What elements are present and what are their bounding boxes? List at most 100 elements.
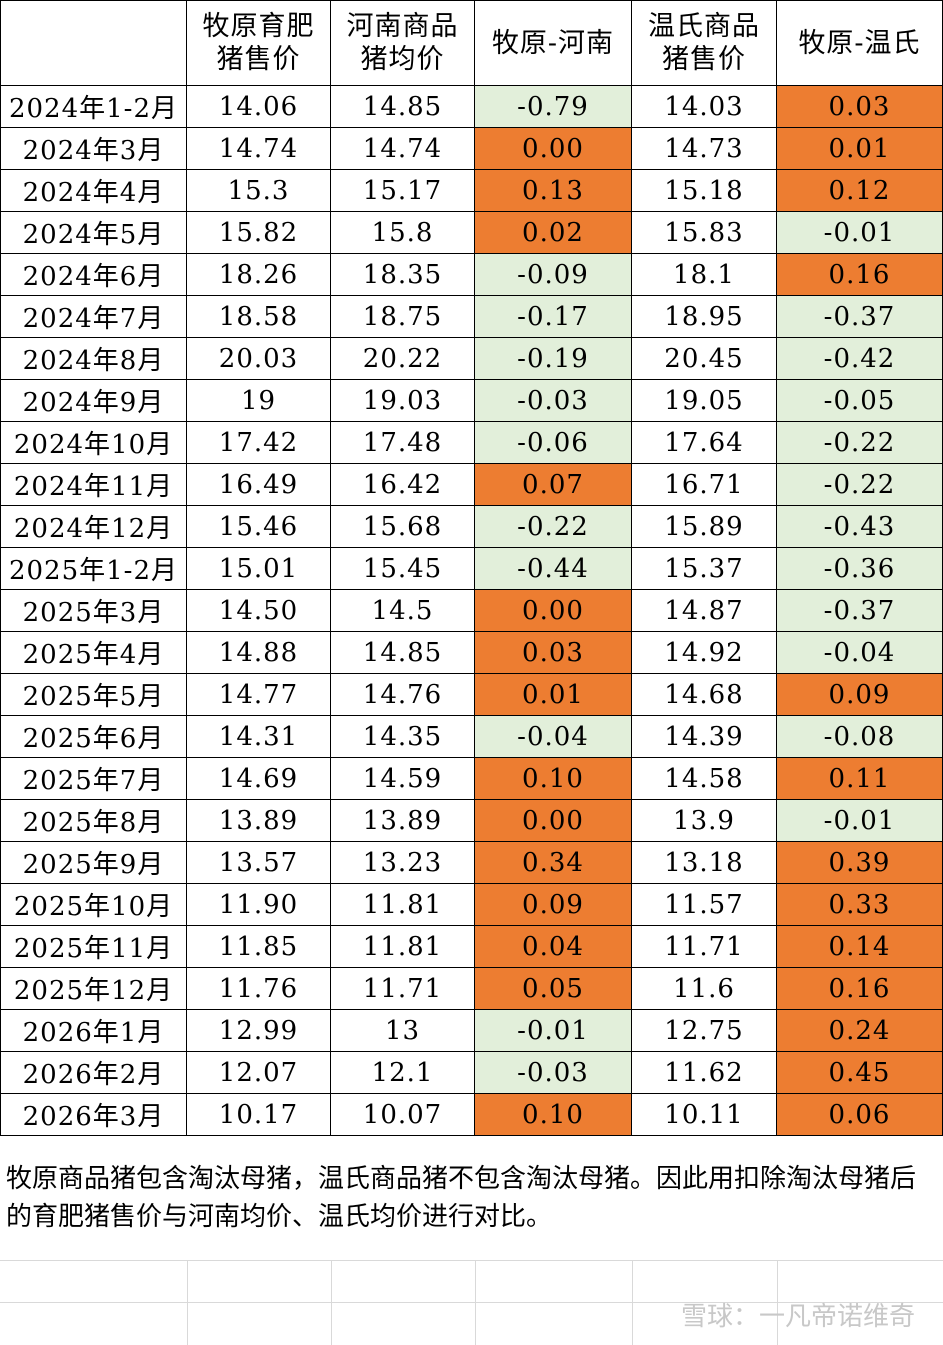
data-cell: 0.33 (777, 884, 943, 926)
row-label: 2025年9月 (0, 842, 187, 884)
data-cell: 14.92 (632, 632, 777, 674)
data-cell: 0.10 (475, 758, 632, 800)
data-cell: 15.46 (187, 506, 331, 548)
header-text: 牧原-河南 (491, 27, 615, 59)
data-cell: -0.06 (475, 422, 632, 464)
grid-line (0, 1302, 943, 1303)
data-cell: 18.26 (187, 254, 331, 296)
data-cell: 14.68 (632, 674, 777, 716)
data-cell: 14.76 (331, 674, 475, 716)
data-cell: -0.79 (475, 86, 632, 128)
data-cell: -0.22 (475, 506, 632, 548)
header-text: 猪售价 (216, 44, 301, 75)
row-label: 2025年6月 (0, 716, 187, 758)
row-label: 2024年7月 (0, 296, 187, 338)
data-cell: -0.17 (475, 296, 632, 338)
data-cell: 18.1 (632, 254, 777, 296)
data-cell: 18.95 (632, 296, 777, 338)
data-cell: -0.01 (475, 1010, 632, 1052)
data-cell: 0.04 (475, 926, 632, 968)
row-label: 2024年1-2月 (0, 86, 187, 128)
row-label: 2024年3月 (0, 128, 187, 170)
data-cell: -0.37 (777, 590, 943, 632)
row-label: 2024年8月 (0, 338, 187, 380)
data-cell: -0.05 (777, 380, 943, 422)
row-label: 2024年6月 (0, 254, 187, 296)
data-cell: 0.03 (777, 86, 943, 128)
note: 牧原商品猪包含淘汰母猪，温氏商品猪不包含淘汰母猪。因此用扣除淘汰母猪后的育肥猪售… (6, 1164, 917, 1232)
header-cell: 牧原育肥 猪售价 (187, 0, 331, 86)
header-text: 牧原育肥 (202, 11, 315, 42)
data-cell: 0.05 (475, 968, 632, 1010)
data-cell: 0.16 (777, 968, 943, 1010)
data-cell: 15.8 (331, 212, 475, 254)
data-cell: 0.03 (475, 632, 632, 674)
data-cell: 19 (187, 380, 331, 422)
row-label: 2025年10月 (0, 884, 187, 926)
row-label: 2025年4月 (0, 632, 187, 674)
data-cell: 15.3 (187, 170, 331, 212)
grid-line (632, 1260, 633, 1345)
data-cell: 14.50 (187, 590, 331, 632)
data-cell: 0.12 (777, 170, 943, 212)
data-cell: -0.43 (777, 506, 943, 548)
header-text: 猪售价 (662, 44, 746, 75)
data-cell: 12.99 (187, 1010, 331, 1052)
data-cell: -0.03 (475, 380, 632, 422)
data-cell: 0.06 (777, 1094, 943, 1136)
data-cell: -0.09 (475, 254, 632, 296)
data-cell: 0.14 (777, 926, 943, 968)
data-cell: 0.24 (777, 1010, 943, 1052)
row-label: 2024年10月 (0, 422, 187, 464)
data-cell: 12.75 (632, 1010, 777, 1052)
data-cell: 15.45 (331, 548, 475, 590)
data-cell: 0.02 (475, 212, 632, 254)
data-cell: 15.17 (331, 170, 475, 212)
row-label: 2025年1-2月 (0, 548, 187, 590)
data-cell: 17.48 (331, 422, 475, 464)
data-cell: 18.35 (331, 254, 475, 296)
row-label: 2025年3月 (0, 590, 187, 632)
row-label: 2024年5月 (0, 212, 187, 254)
data-cell: 11.81 (331, 884, 475, 926)
row-label: 2025年5月 (0, 674, 187, 716)
data-cell: 13 (331, 1010, 475, 1052)
data-cell: -0.03 (475, 1052, 632, 1094)
data-cell: 15.89 (632, 506, 777, 548)
row-label: 2026年1月 (0, 1010, 187, 1052)
data-cell: 14.58 (632, 758, 777, 800)
data-cell: 0.01 (777, 128, 943, 170)
data-cell: 14.74 (331, 128, 475, 170)
data-cell: 11.90 (187, 884, 331, 926)
row-label: 2025年12月 (0, 968, 187, 1010)
data-cell: 20.22 (331, 338, 475, 380)
data-cell: 0.00 (475, 800, 632, 842)
data-cell: 14.03 (632, 86, 777, 128)
data-cell: 0.09 (777, 674, 943, 716)
header-cell: 牧原-河南 (475, 0, 632, 86)
data-cell: -0.37 (777, 296, 943, 338)
data-cell: 13.9 (632, 800, 777, 842)
data-cell: 18.58 (187, 296, 331, 338)
data-cell: -0.22 (777, 422, 943, 464)
data-cell: 15.68 (331, 506, 475, 548)
data-cell: -0.22 (777, 464, 943, 506)
data-cell: 15.82 (187, 212, 331, 254)
data-cell: 13.89 (331, 800, 475, 842)
data-cell: 14.85 (331, 86, 475, 128)
data-cell: 14.69 (187, 758, 331, 800)
data-cell: 11.62 (632, 1052, 777, 1094)
data-cell: 14.59 (331, 758, 475, 800)
data-cell: 15.01 (187, 548, 331, 590)
data-cell: 0.00 (475, 128, 632, 170)
data-cell: 11.71 (632, 926, 777, 968)
data-cell: 16.49 (187, 464, 331, 506)
row-label: 2024年4月 (0, 170, 187, 212)
data-cell: 14.39 (632, 716, 777, 758)
data-cell: 14.88 (187, 632, 331, 674)
data-cell: 0.13 (475, 170, 632, 212)
data-cell: -0.42 (777, 338, 943, 380)
row-label: 2026年2月 (0, 1052, 187, 1094)
data-cell: 13.23 (331, 842, 475, 884)
